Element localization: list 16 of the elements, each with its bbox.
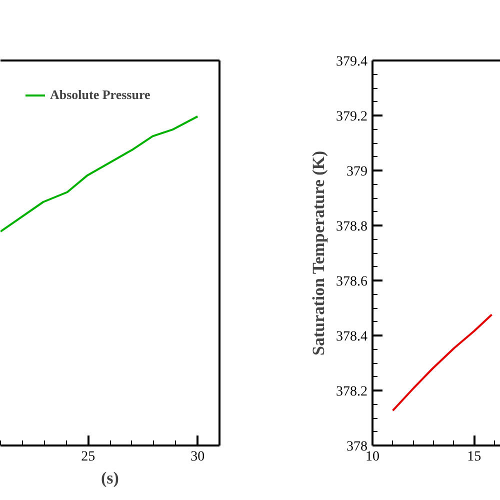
legend-label: Absolute Pressure xyxy=(50,87,150,103)
y-tick-label: 379.2 xyxy=(336,110,368,124)
x-tick-label: 30 xyxy=(190,450,205,464)
y-tick-label: 379 xyxy=(346,164,368,180)
line-series xyxy=(392,314,493,412)
x-tick-label: 25 xyxy=(81,450,96,464)
x-tick-label: 10 xyxy=(366,450,380,464)
y-tick-label: 378.2 xyxy=(336,384,368,400)
y-tick-label: 378 xyxy=(346,440,368,454)
y-axis-title: Saturation Temperature (K) xyxy=(309,150,328,356)
y-tick-label: 379.4 xyxy=(336,54,368,70)
y-tick-label: 378.6 xyxy=(336,274,368,290)
y-tick-label: 378.8 xyxy=(336,220,368,234)
y-tick-label: 378.4 xyxy=(336,330,368,344)
x-axis-title: (s) xyxy=(101,468,119,488)
x-tick-label: 15 xyxy=(467,450,482,464)
